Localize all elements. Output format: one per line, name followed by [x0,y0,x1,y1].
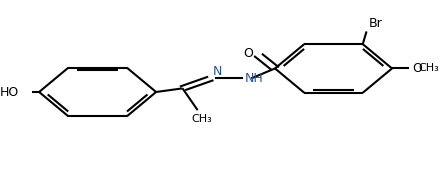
Text: CH₃: CH₃ [419,63,440,73]
Text: N: N [213,65,222,77]
Text: Br: Br [368,17,382,30]
Text: NH: NH [245,72,264,85]
Text: O: O [244,47,253,60]
Text: O: O [412,62,422,75]
Text: CH₃: CH₃ [191,114,212,124]
Text: HO: HO [0,86,19,98]
